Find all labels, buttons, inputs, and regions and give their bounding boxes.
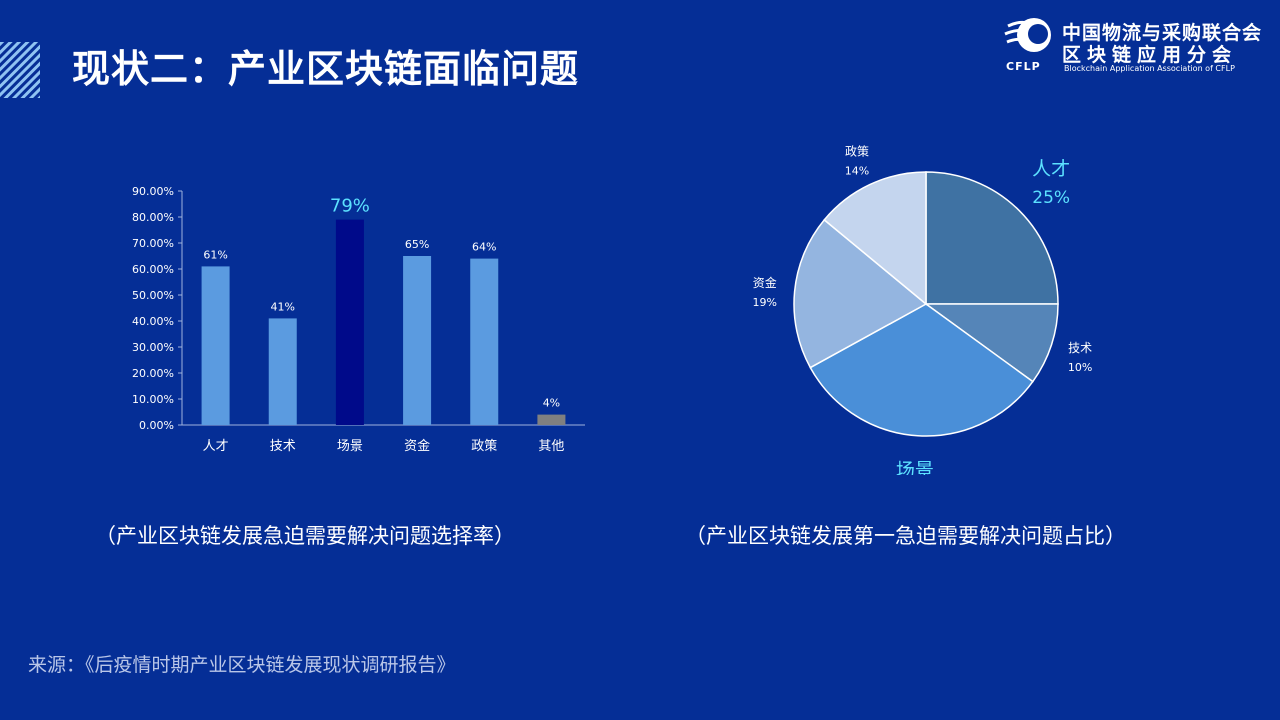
bar-data-label: 61%	[203, 248, 227, 261]
bar	[470, 258, 499, 425]
pie-slice	[793, 218, 928, 369]
y-tick-label: 70.00%	[132, 237, 174, 250]
pie-slice-value: 14%	[845, 164, 869, 177]
bar	[268, 318, 297, 425]
bar	[201, 266, 230, 425]
y-tick-label: 90.00%	[132, 185, 174, 198]
x-tick-label: 技术	[270, 439, 296, 454]
y-tick-label: 0.00%	[139, 419, 174, 432]
logo-english: Blockchain Application Association of CF…	[1064, 64, 1235, 73]
x-tick-label: 资金	[404, 438, 430, 454]
bar	[335, 219, 364, 425]
bar	[537, 414, 566, 425]
source-note: 来源：《后疫情时期产业区块链发展现状调研报告》	[28, 654, 456, 676]
bar-data-label: 4%	[543, 397, 560, 410]
x-tick-label: 场景	[337, 439, 363, 454]
pie-slice-label: 资金	[753, 275, 777, 290]
pie-slice	[823, 171, 927, 306]
y-tick-label: 20.00%	[132, 367, 174, 380]
bar-data-label: 79%	[330, 196, 370, 217]
x-tick-label: 政策	[471, 438, 497, 454]
pie-slice-label: 技术	[1068, 341, 1092, 355]
logo-name-line2: 区块链应用分会	[1062, 44, 1238, 66]
x-tick-label: 人才	[203, 439, 229, 454]
pie-slice-value: 25%	[1032, 188, 1070, 208]
bar-chart: 0.00% 10.00% 20.00% 30.00% 40.00% 50.00% 60.00…	[132, 185, 585, 454]
corner-stripes	[0, 42, 40, 98]
bar-chart-caption: （产业区块链发展急迫需要解决问题选择率）	[95, 524, 515, 548]
pie-slice	[925, 171, 1059, 305]
page-title: 现状二：产业区块链面临问题	[72, 47, 580, 91]
pie-slice	[809, 303, 1034, 437]
y-tick-label: 40.00%	[132, 315, 174, 328]
pie-slice	[923, 303, 1059, 383]
x-tick-label: 其他	[538, 439, 564, 454]
pie-chart-caption: （产业区块链发展第一急迫需要解决问题占比）	[685, 524, 1126, 548]
bar	[403, 256, 432, 425]
globe-logo-icon	[1004, 18, 1051, 52]
y-tick-label: 30.00%	[132, 341, 174, 354]
y-tick-label: 60.00%	[132, 263, 174, 276]
pie-slice-label: 人才	[1032, 158, 1070, 180]
bar-data-label: 65%	[405, 238, 429, 251]
logo-abbr: CFLP	[1006, 60, 1041, 73]
bar-data-label: 64%	[472, 241, 496, 254]
y-tick-label: 50.00%	[132, 289, 174, 302]
bar-data-label: 41%	[271, 300, 295, 313]
logo-name-line1: 中国物流与采购联合会	[1062, 22, 1263, 44]
pie-slice-label: 政策	[845, 144, 869, 158]
pie-slice-label: 场景	[896, 460, 934, 475]
y-tick-label: 80.00%	[132, 211, 174, 224]
pie-slice-value: 19%	[752, 296, 776, 309]
pie-slice-value: 10%	[1068, 361, 1092, 374]
org-logo: CFLP 中国物流与采购联合会 区块链应用分会 Blockchain Appli…	[1002, 16, 1272, 76]
y-tick-label: 10.00%	[132, 393, 174, 406]
